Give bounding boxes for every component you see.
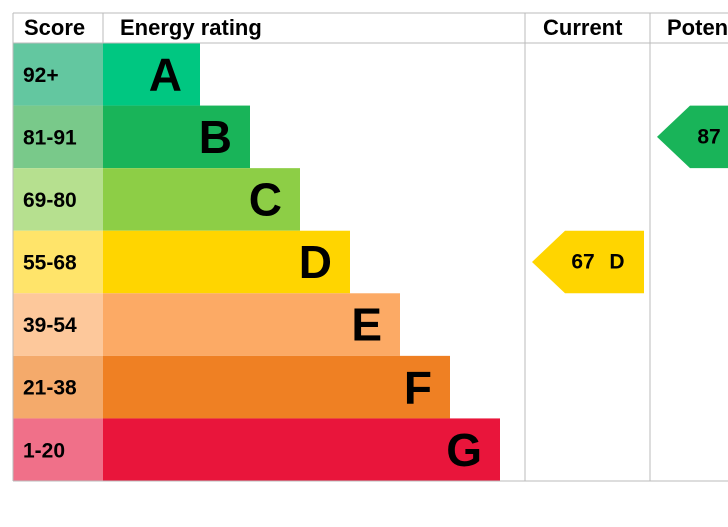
- band-letter: B: [199, 111, 232, 163]
- score-cell: [13, 43, 103, 106]
- score-range: 1-20: [23, 439, 65, 462]
- score-cell: [13, 293, 103, 356]
- score-range: 69-80: [23, 189, 77, 212]
- band-letter: A: [149, 48, 182, 100]
- score-cell: [13, 230, 103, 294]
- band-letter: G: [446, 424, 482, 476]
- band-bar: [103, 105, 250, 169]
- band-bar: [103, 355, 450, 419]
- header-energy-rating: Energy rating: [120, 15, 262, 40]
- band-bar: [103, 230, 350, 294]
- band-letter: C: [249, 174, 282, 226]
- bands: 92+ A 81-91 B 69-80 C 55-68 D 39-54 E 21-38 F 1-20 G: [13, 43, 500, 481]
- header-current: Current: [543, 15, 623, 40]
- score-range: 81-91: [23, 126, 77, 149]
- current-letter: D: [609, 251, 624, 274]
- band-bar: [103, 43, 200, 106]
- band-bar: [103, 418, 500, 481]
- header-potential: Potential: [667, 15, 728, 40]
- potential-value: 87: [697, 125, 720, 148]
- current-value: 67: [571, 251, 594, 274]
- score-range: 39-54: [23, 314, 77, 337]
- score-cell: [13, 105, 103, 169]
- score-range: 55-68: [23, 252, 77, 275]
- score-cell: [13, 355, 103, 419]
- band-letter: E: [351, 299, 382, 351]
- band-bar: [103, 168, 300, 231]
- score-cell: [13, 168, 103, 231]
- score-range: 21-38: [23, 377, 77, 400]
- score-range: 92+: [23, 64, 59, 87]
- current-arrow: [532, 230, 644, 294]
- band-letter: F: [404, 361, 432, 413]
- potential-arrow: [657, 105, 728, 169]
- band-bar: [103, 293, 400, 356]
- band-letter: D: [299, 236, 332, 288]
- score-cell: [13, 418, 103, 481]
- header-score: Score: [24, 15, 85, 40]
